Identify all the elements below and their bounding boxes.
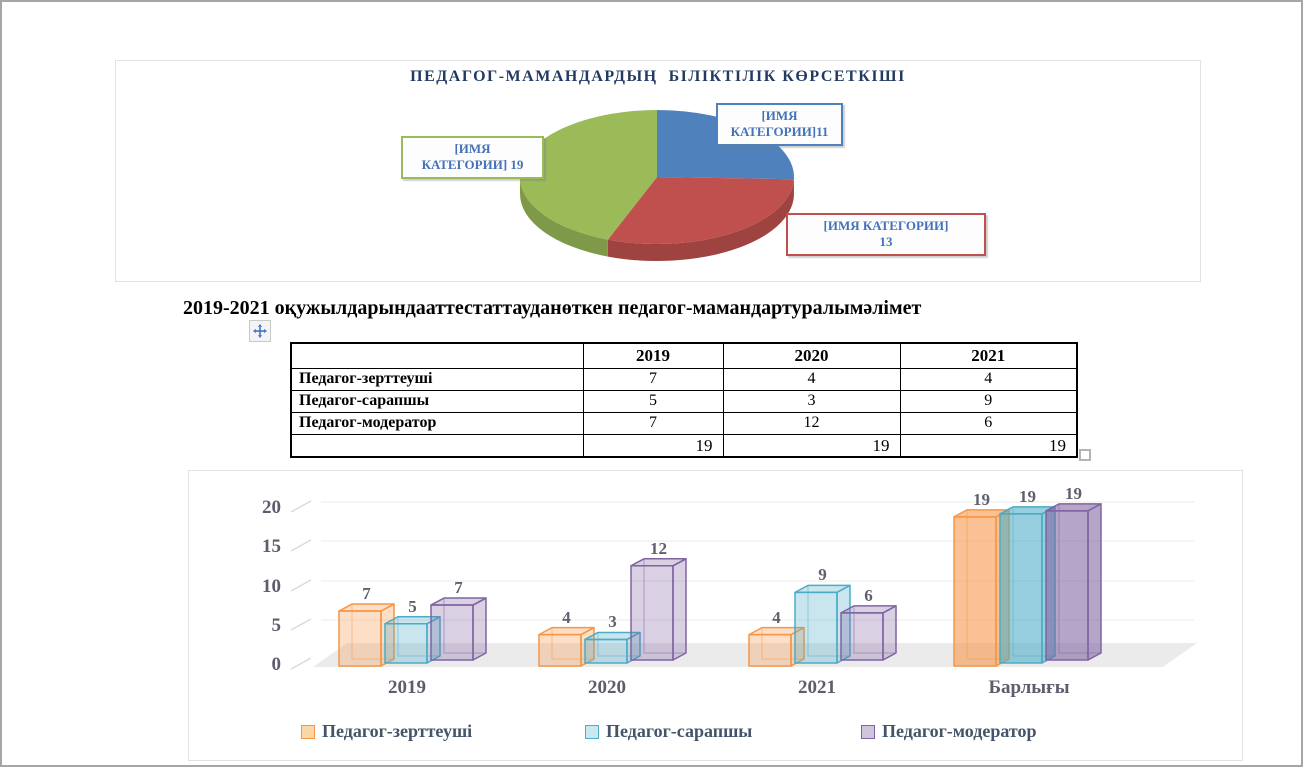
bar-Педагог-зерттеуші[interactable] [338, 610, 382, 667]
category-label: Барлығы [988, 677, 1070, 698]
row-label-cell[interactable] [290, 434, 584, 458]
pie-data-label-green[interactable]: [ИМЯ КАТЕГОРИИ] 19 [401, 136, 544, 179]
bar-Педагог-модератор[interactable] [840, 612, 884, 661]
total-cell[interactable]: 19 [722, 434, 901, 458]
table-header-cell[interactable]: 2019 [582, 342, 724, 369]
bar-Педагог-модератор[interactable] [1087, 503, 1102, 661]
table-header-cell[interactable]: 2021 [899, 342, 1078, 369]
legend-label: Педагог-модератор [882, 721, 1037, 741]
y-tick-label: 15 [262, 536, 281, 557]
category-label: 2020 [588, 677, 626, 698]
legend-item[interactable]: Педагог-модератор [861, 721, 1037, 742]
table-move-handle[interactable] [249, 320, 271, 342]
value-cell[interactable]: 5 [582, 390, 724, 413]
legend-label: Педагог-сарапшы [606, 721, 753, 741]
row-label-cell[interactable]: Педагог-зерттеуші [290, 368, 584, 391]
total-cell[interactable]: 19 [899, 434, 1078, 458]
section-heading: 2019-2021 оқужылдарындааттестаттауданөтк… [183, 297, 922, 319]
bar-Педагог-модератор[interactable] [630, 565, 674, 661]
table-header-row: 2019 2020 2021 [290, 342, 1078, 369]
category-label: 2019 [388, 677, 426, 698]
y-tick-label: 20 [262, 497, 281, 518]
bar-Педагог-модератор[interactable] [1045, 510, 1089, 661]
category-label: 2021 [798, 677, 836, 698]
row-label-cell[interactable]: Педагог-модератор [290, 412, 584, 435]
table-header-cell[interactable]: 2020 [722, 342, 901, 369]
value-cell[interactable]: 12 [722, 412, 901, 435]
pie-rim-green [519, 177, 608, 257]
legend-swatch-purple [861, 724, 875, 739]
value-cell[interactable]: 9 [899, 390, 1078, 413]
bar-Педагог-зерттеуші[interactable] [748, 633, 792, 667]
y-tick-label: 5 [271, 615, 282, 636]
bar-Педагог-сарапшы[interactable] [999, 513, 1043, 664]
legend-label: Педагог-зерттеуші [322, 721, 473, 741]
value-cell[interactable]: 4 [899, 368, 1078, 391]
legend-swatch-cyan [585, 724, 599, 739]
legend-swatch-orange [301, 724, 315, 739]
value-cell[interactable]: 4 [722, 368, 901, 391]
pie-slice-red[interactable] [607, 177, 794, 245]
y-tick-label: 0 [271, 654, 282, 675]
table-row: Педагог-модератор 7 12 6 [290, 412, 1078, 435]
move-cross-arrows-icon [253, 324, 267, 338]
bar-Педагог-модератор[interactable] [472, 597, 487, 661]
bar-Педагог-сарапшы[interactable] [584, 638, 628, 664]
table-row: Педагог-зерттеуші 7 4 4 [290, 368, 1078, 391]
pie-chart-title: ПЕДАГОГ-МАМАНДАРДЫҢ БІЛІКТІЛІК КӨРСЕТКІШ… [410, 68, 906, 85]
table-totals-row: 19 19 19 [290, 434, 1078, 458]
attestation-table[interactable]: 2019 2020 2021 Педагог-зерттеуші 7 4 4 П… [290, 342, 1078, 458]
table-header-cell[interactable] [290, 342, 584, 369]
table-row: Педагог-сарапшы 5 3 9 [290, 390, 1078, 413]
bar-Педагог-сарапшы[interactable] [794, 591, 838, 664]
table-resize-handle[interactable] [1079, 449, 1091, 461]
pie-slice-green[interactable] [519, 109, 657, 240]
pie-data-label-blue[interactable]: [ИМЯ КАТЕГОРИИ]11 [716, 103, 843, 146]
bar-chart[interactable] [189, 471, 1242, 760]
row-label-cell[interactable]: Педагог-сарапшы [290, 390, 584, 413]
legend-item[interactable]: Педагог-сарапшы [585, 721, 752, 742]
value-cell[interactable]: 3 [722, 390, 901, 413]
pie-rim-red [607, 179, 794, 262]
y-tick-label: 10 [262, 576, 281, 597]
bar-Педагог-модератор[interactable] [430, 604, 474, 661]
value-cell[interactable]: 6 [899, 412, 1078, 435]
bar-Педагог-модератор[interactable] [672, 558, 687, 661]
value-cell[interactable]: 7 [582, 368, 724, 391]
pie-data-label-red[interactable]: [ИМЯ КАТЕГОРИИ] 13 [786, 213, 986, 256]
axis-ticks [290, 500, 312, 670]
value-cell[interactable]: 7 [582, 412, 724, 435]
bar-Педагог-зерттеуші[interactable] [953, 516, 997, 667]
bar-Педагог-модератор[interactable] [882, 605, 897, 661]
pie-chart-object[interactable]: ПЕДАГОГ-МАМАНДАРДЫҢ БІЛІКТІЛІК КӨРСЕТКІШ… [115, 60, 1201, 282]
legend-item[interactable]: Педагог-зерттеуші [301, 721, 472, 742]
total-cell[interactable]: 19 [582, 434, 724, 458]
bar-Педагог-сарапшы[interactable] [384, 623, 428, 664]
bar-Педагог-зерттеуші[interactable] [538, 633, 582, 667]
